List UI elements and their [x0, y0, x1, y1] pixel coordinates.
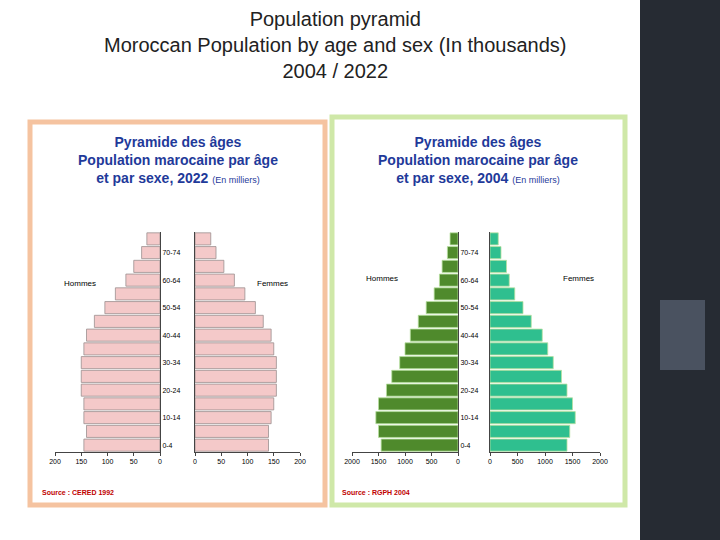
svg-text:0: 0 [193, 458, 197, 465]
svg-text:2000: 2000 [344, 458, 360, 465]
svg-text:Population pyramidMoroccan Pop: Population pyramidMoroccan Population by… [104, 8, 567, 82]
svg-text:0: 0 [158, 458, 162, 465]
svg-text:60-64: 60-64 [162, 277, 180, 284]
svg-text:Pyramide des âgesPopulation ma: Pyramide des âgesPopulation marocaine pa… [378, 134, 578, 186]
svg-text:Femmes: Femmes [563, 274, 594, 283]
svg-text:10-14: 10-14 [460, 414, 478, 421]
svg-text:0: 0 [456, 458, 460, 465]
svg-text:200: 200 [49, 458, 61, 465]
svg-text:Hommes: Hommes [64, 279, 96, 288]
svg-text:70-74: 70-74 [162, 249, 180, 256]
svg-text:20-24: 20-24 [162, 387, 180, 394]
svg-text:Femmes: Femmes [257, 279, 288, 288]
svg-text:Hommes: Hommes [366, 274, 398, 283]
svg-text:1500: 1500 [371, 458, 387, 465]
svg-text:30-34: 30-34 [460, 359, 478, 366]
svg-text:40-44: 40-44 [162, 332, 180, 339]
svg-text:1000: 1000 [537, 458, 553, 465]
svg-text:1500: 1500 [565, 458, 581, 465]
svg-text:50: 50 [217, 458, 225, 465]
svg-text:40-44: 40-44 [460, 332, 478, 339]
svg-text:20-24: 20-24 [460, 387, 478, 394]
svg-text:200: 200 [294, 458, 306, 465]
svg-text:0-4: 0-4 [460, 442, 470, 449]
svg-text:Source : CERED 1992: Source : CERED 1992 [42, 489, 114, 496]
svg-text:Pyramide des âgesPopulation ma: Pyramide des âgesPopulation marocaine pa… [78, 134, 278, 186]
svg-text:10-14: 10-14 [162, 414, 180, 421]
svg-text:50: 50 [130, 458, 138, 465]
svg-text:100: 100 [102, 458, 114, 465]
svg-text:30-34: 30-34 [162, 359, 180, 366]
svg-text:50-54: 50-54 [162, 304, 180, 311]
svg-text:0: 0 [488, 458, 492, 465]
svg-text:0-4: 0-4 [162, 442, 172, 449]
svg-text:60-64: 60-64 [460, 277, 478, 284]
svg-text:500: 500 [512, 458, 524, 465]
svg-text:150: 150 [75, 458, 87, 465]
svg-text:1000: 1000 [397, 458, 413, 465]
svg-text:150: 150 [268, 458, 280, 465]
svg-text:Source : RGPH 2004: Source : RGPH 2004 [342, 489, 410, 496]
svg-text:500: 500 [426, 458, 438, 465]
svg-text:2000: 2000 [592, 458, 608, 465]
svg-text:70-74: 70-74 [460, 249, 478, 256]
svg-text:100: 100 [242, 458, 254, 465]
svg-text:50-54: 50-54 [460, 304, 478, 311]
